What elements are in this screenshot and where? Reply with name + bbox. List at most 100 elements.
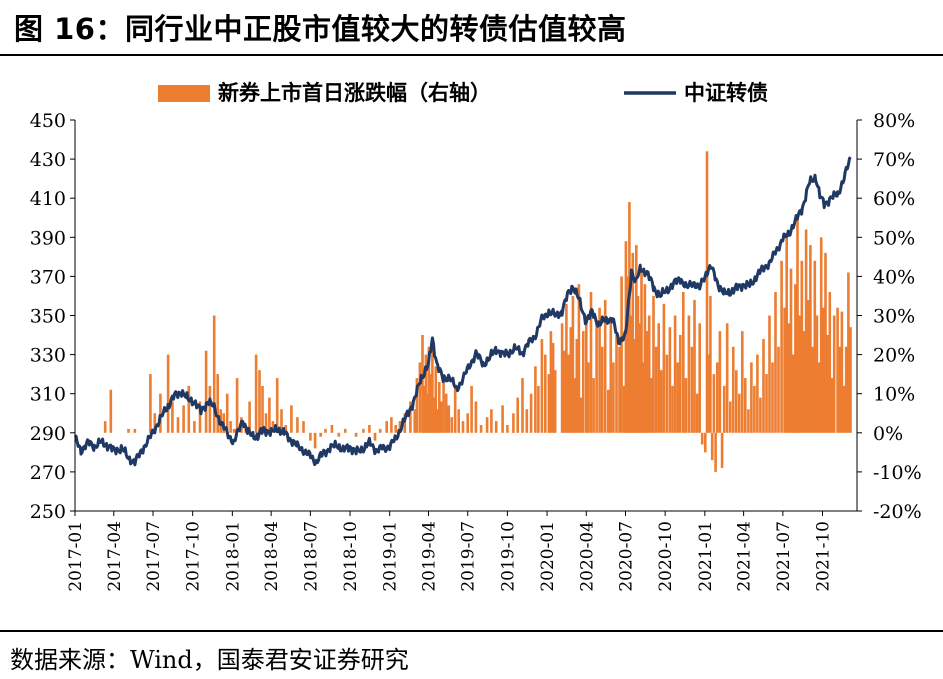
bar xyxy=(777,346,780,433)
bar xyxy=(690,346,694,433)
bar xyxy=(660,370,663,433)
bar xyxy=(789,268,793,433)
bar xyxy=(248,401,251,433)
x-tick-label: 2021-04 xyxy=(735,521,755,592)
bar xyxy=(302,421,305,433)
bar xyxy=(461,421,465,433)
bar xyxy=(534,366,537,433)
bar xyxy=(229,421,232,433)
left-tick-label: 310 xyxy=(30,384,66,406)
source-note: 数据来源：Wind，国泰君安证券研究 xyxy=(10,646,409,674)
bar xyxy=(109,389,113,433)
bar xyxy=(822,307,825,433)
bar xyxy=(309,432,312,441)
bar xyxy=(620,276,623,433)
bar xyxy=(813,260,817,433)
x-tick-label: 2018-07 xyxy=(301,521,321,592)
bar xyxy=(759,397,762,433)
legend: 新券上市首日涨跌幅（右轴） 中证转债 xyxy=(158,80,768,105)
bar xyxy=(698,323,701,433)
bar xyxy=(551,342,555,433)
bar xyxy=(741,331,744,433)
bar xyxy=(485,417,489,433)
bar xyxy=(684,378,688,433)
right-tick-label: 20% xyxy=(873,345,915,367)
left-tick-label: 350 xyxy=(30,306,66,328)
axes: 250 270 290 310 330 350 370 390 410 430 450 -20% -10… xyxy=(30,110,922,592)
bar xyxy=(807,299,810,433)
legend-line-label: 中证转债 xyxy=(684,80,768,105)
bar xyxy=(836,307,839,433)
bar xyxy=(225,393,229,433)
bar xyxy=(600,346,604,433)
bar xyxy=(840,311,844,433)
bar xyxy=(826,335,829,433)
bar xyxy=(127,428,130,433)
bar xyxy=(280,409,283,433)
bar xyxy=(811,346,814,433)
bar xyxy=(804,229,808,433)
bar xyxy=(187,385,191,433)
bar xyxy=(647,315,651,433)
bar xyxy=(756,354,759,433)
bar xyxy=(330,425,334,433)
x-tick-label: 2021-01 xyxy=(696,521,716,592)
bar xyxy=(735,370,738,433)
bar xyxy=(378,428,382,433)
bar xyxy=(254,354,258,433)
right-tick-label: 50% xyxy=(873,227,915,249)
bar xyxy=(622,385,626,433)
bar xyxy=(592,378,595,433)
bar xyxy=(537,385,540,433)
bar xyxy=(577,284,581,433)
bar xyxy=(844,346,848,433)
bar xyxy=(385,421,388,433)
x-tick-label: 2021-07 xyxy=(774,521,794,592)
bar xyxy=(700,432,704,445)
bar xyxy=(176,417,180,433)
bar xyxy=(832,315,836,433)
bar xyxy=(271,421,275,433)
bar xyxy=(652,295,655,433)
bar xyxy=(575,339,579,433)
bar xyxy=(791,354,795,433)
bar xyxy=(709,295,712,433)
bar xyxy=(682,292,685,433)
bar xyxy=(598,307,601,433)
bar xyxy=(426,393,429,433)
bar xyxy=(809,245,812,433)
bar xyxy=(768,315,771,433)
bar xyxy=(722,385,726,433)
bar xyxy=(544,354,547,433)
bar xyxy=(595,323,598,433)
left-tick-label: 370 xyxy=(30,266,66,288)
bar xyxy=(665,354,669,433)
bar xyxy=(828,292,832,433)
page-title: 图 16：同行业中正股市值较大的转债估值较高 xyxy=(14,12,627,46)
bar xyxy=(390,417,393,433)
bar xyxy=(750,362,753,433)
left-tick-label: 330 xyxy=(30,345,66,367)
bar xyxy=(725,323,729,433)
bar xyxy=(547,374,551,433)
bar xyxy=(182,405,185,433)
bar xyxy=(609,323,613,433)
bar xyxy=(258,370,261,433)
bar xyxy=(529,393,533,433)
bar-series xyxy=(103,151,852,472)
bar xyxy=(636,295,640,433)
bar xyxy=(631,252,635,433)
bar xyxy=(676,362,679,433)
bar xyxy=(470,385,473,433)
bar xyxy=(571,295,575,433)
left-tick-label: 270 xyxy=(30,462,66,484)
bar xyxy=(774,292,777,433)
bar xyxy=(103,421,107,433)
right-tick-label: 10% xyxy=(873,384,915,406)
bar xyxy=(453,385,457,433)
x-tick-label: 2019-04 xyxy=(419,521,439,592)
bar xyxy=(166,354,170,433)
bar xyxy=(324,428,327,433)
x-tick-label: 2021-10 xyxy=(814,521,834,592)
bar xyxy=(261,385,264,433)
